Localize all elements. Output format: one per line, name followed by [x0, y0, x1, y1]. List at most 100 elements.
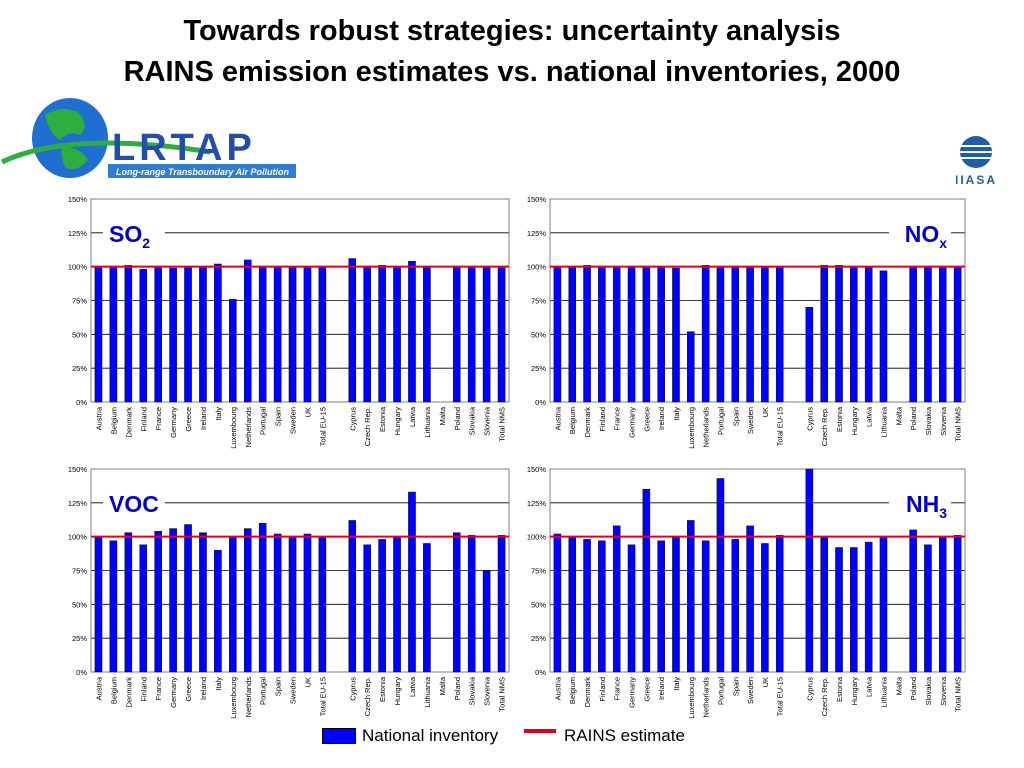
x-tick-label: Italy	[672, 407, 681, 421]
bar	[805, 468, 814, 673]
bar	[139, 269, 148, 403]
bar	[467, 266, 476, 403]
plot-frame	[549, 468, 966, 673]
x-tick-label: Slovakia	[924, 676, 933, 705]
bar	[452, 266, 461, 403]
legend: National inventory RAINS estimate	[322, 724, 742, 748]
x-tick-label: Poland	[453, 677, 462, 700]
y-tick-label: 0%	[76, 668, 87, 677]
chart-label-main: NO	[905, 221, 940, 247]
x-tick-label: Belgium	[109, 407, 118, 434]
y-tick-label: 50%	[72, 330, 87, 339]
bar	[553, 533, 562, 673]
x-tick-label: Cyprus	[348, 407, 357, 431]
bar	[775, 266, 784, 403]
legend-label-national-inventory: National inventory	[362, 726, 499, 745]
x-tick-label: Slovenia	[939, 406, 948, 436]
y-tick-label: 150%	[68, 195, 88, 204]
bar	[184, 266, 192, 403]
bar	[924, 544, 932, 673]
bar	[94, 266, 103, 403]
bar	[716, 478, 725, 673]
bar	[214, 263, 222, 403]
bar	[199, 532, 207, 673]
x-tick-label: Czech Rep.	[820, 677, 829, 716]
x-tick-label: Portugal	[716, 407, 725, 435]
plot-frame	[90, 468, 510, 673]
x-tick-label: Belgium	[109, 677, 118, 704]
x-tick-label: Denmark	[124, 407, 133, 438]
iiasa-logo: IIASA	[956, 136, 995, 187]
y-tick-label: 75%	[72, 567, 87, 576]
bar	[568, 536, 576, 673]
x-tick-label: Slovenia	[483, 406, 492, 436]
bar	[627, 544, 636, 673]
bar	[452, 532, 461, 673]
x-tick-label: Malta	[438, 676, 447, 695]
bar	[378, 539, 386, 673]
y-tick-label: 25%	[531, 364, 546, 373]
x-tick-label: Poland	[453, 407, 462, 430]
y-tick-label: 0%	[76, 398, 87, 407]
x-tick-label: Latvia	[865, 676, 874, 697]
x-tick-label: Denmark	[583, 677, 592, 708]
bar	[94, 536, 103, 673]
x-tick-label: Lithuania	[879, 676, 888, 707]
bar	[229, 536, 237, 673]
bar	[864, 266, 873, 403]
chart-panel-nox: 0% 25% 50% 75% 100% 125% 150% Austria Belgium Den…	[527, 195, 966, 449]
x-tick-label: Ireland	[199, 677, 208, 700]
bar	[939, 536, 947, 673]
x-tick-label: France	[154, 407, 163, 430]
bar	[672, 267, 680, 403]
x-tick-label: UK	[303, 407, 312, 417]
bar	[288, 266, 297, 403]
bar	[642, 489, 651, 673]
x-tick-label: Cyprus	[348, 677, 357, 701]
legend-swatch-rains-estimate	[524, 729, 556, 733]
x-tick-label: Finland	[139, 677, 148, 702]
chart-panel-so2: 0% 25% 50% 75% 100% 125% 150% Austria Belgium Den…	[68, 195, 510, 449]
bar	[154, 531, 162, 673]
x-tick-label: Finland	[139, 407, 148, 432]
bar	[924, 266, 932, 403]
bar	[393, 536, 401, 673]
chart-label-background	[889, 488, 951, 518]
x-tick-label: Spain	[274, 407, 283, 426]
bar	[657, 540, 665, 673]
y-tick-label: 50%	[531, 600, 546, 609]
bar	[303, 266, 312, 403]
bar	[687, 331, 695, 403]
legend-label-rains-estimate: RAINS estimate	[564, 726, 685, 745]
x-tick-label: Italy	[214, 407, 223, 421]
x-tick-label: UK	[761, 677, 770, 687]
bar	[214, 550, 222, 673]
x-tick-label: Greece	[184, 677, 193, 702]
bar	[657, 266, 665, 403]
bar	[258, 266, 267, 403]
x-tick-label: Portugal	[716, 677, 725, 705]
bar	[820, 536, 828, 673]
x-tick-label: Portugal	[259, 407, 268, 435]
x-tick-label: Belgium	[568, 407, 577, 434]
bar	[348, 258, 357, 403]
bar	[568, 266, 576, 403]
x-tick-label: Malta	[894, 676, 903, 695]
bar	[939, 266, 947, 403]
bar	[199, 266, 207, 403]
bar	[243, 259, 252, 403]
chart-label-main: SO	[109, 221, 142, 247]
chart-label-subscript: 3	[939, 505, 947, 521]
bar	[408, 261, 416, 403]
bar	[879, 536, 888, 673]
x-tick-label: Luxembourg	[687, 407, 696, 449]
x-tick-label: Sweden	[746, 677, 755, 704]
bar	[612, 266, 621, 403]
x-tick-label: Luxembourg	[687, 677, 696, 719]
bar	[124, 265, 133, 403]
x-tick-label: Poland	[909, 677, 918, 700]
bar	[850, 266, 858, 403]
chart-label: NOx	[905, 221, 948, 251]
bar	[423, 266, 431, 403]
